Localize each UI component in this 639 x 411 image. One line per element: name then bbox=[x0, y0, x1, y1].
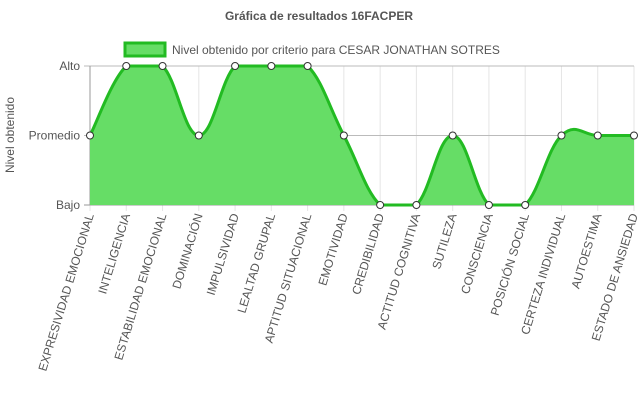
x-tick-label: EXPRESIVIDAD EMOCIONAL bbox=[36, 211, 97, 372]
x-axis-ticks: EXPRESIVIDAD EMOCIONALINTELIGENCIAESTABI… bbox=[36, 211, 639, 373]
x-tick-label: EMOTIVIDAD bbox=[316, 211, 351, 287]
x-tick-label: CREDIBILIDAD bbox=[349, 211, 387, 296]
x-tick-label: POSICIÓN SOCIAL bbox=[487, 211, 532, 317]
chart-title: Gráfica de resultados 16FACPER bbox=[225, 9, 413, 23]
data-point[interactable] bbox=[231, 62, 240, 70]
x-tick-label: LEALTAD GRUPAL bbox=[235, 211, 279, 314]
x-tick-label: AUTOESTIMA bbox=[568, 212, 604, 290]
series-line bbox=[88, 64, 634, 207]
y-tick-label: Promedio bbox=[29, 129, 81, 143]
x-tick-label: CONSCIENCIA bbox=[458, 212, 496, 296]
legend-swatch[interactable] bbox=[123, 41, 167, 58]
x-tick-label: IMPULSIVIDAD bbox=[204, 211, 242, 296]
data-point[interactable] bbox=[557, 131, 566, 140]
series-points bbox=[86, 62, 638, 209]
y-tick-label: Bajo bbox=[56, 198, 80, 212]
data-point[interactable] bbox=[158, 62, 167, 70]
data-point[interactable] bbox=[376, 201, 385, 209]
data-point[interactable] bbox=[412, 201, 421, 209]
y-tick-label: Alto bbox=[59, 59, 80, 73]
x-tick-label: SUTILEZA bbox=[429, 212, 459, 271]
data-point[interactable] bbox=[194, 131, 203, 140]
data-point[interactable] bbox=[593, 131, 602, 140]
x-tick-label: DOMINACIÓN bbox=[169, 211, 206, 290]
data-point[interactable] bbox=[521, 201, 530, 209]
legend[interactable]: Nivel obtenido por criterio para CESAR J… bbox=[123, 41, 500, 58]
y-axis-ticks: Bajo Promedio Alto bbox=[29, 59, 81, 212]
y-axis-title: Nivel obtenido bbox=[3, 97, 17, 173]
data-point[interactable] bbox=[267, 62, 276, 70]
x-tick-label: INTELIGENCIA bbox=[95, 212, 133, 296]
series-area-fill bbox=[90, 66, 634, 205]
data-point[interactable] bbox=[630, 131, 638, 140]
legend-label[interactable]: Nivel obtenido por criterio para CESAR J… bbox=[172, 43, 500, 57]
data-point[interactable] bbox=[448, 131, 457, 140]
series-area bbox=[88, 64, 634, 207]
data-point[interactable] bbox=[122, 62, 131, 70]
data-point[interactable] bbox=[339, 131, 348, 140]
data-point[interactable] bbox=[303, 62, 312, 70]
data-point[interactable] bbox=[86, 131, 94, 140]
data-point[interactable] bbox=[484, 201, 493, 209]
